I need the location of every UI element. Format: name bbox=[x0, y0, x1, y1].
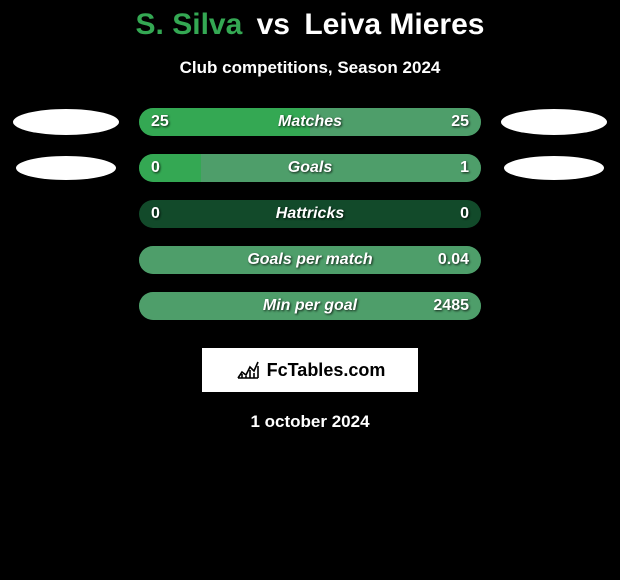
stat-row: Goals per match 0.04 bbox=[0, 246, 620, 274]
page-title: S. Silva vs Leiva Mieres bbox=[0, 8, 620, 42]
player2-oval bbox=[501, 109, 607, 135]
stat-value-right: 2485 bbox=[433, 297, 469, 315]
date-text: 1 october 2024 bbox=[0, 412, 620, 432]
stat-label: Matches bbox=[278, 113, 342, 131]
oval-slot-right bbox=[499, 109, 609, 135]
player1-oval bbox=[13, 109, 119, 135]
chart-icon bbox=[235, 360, 261, 380]
stat-label: Goals per match bbox=[247, 251, 372, 269]
stat-value-left: 25 bbox=[151, 113, 169, 131]
oval-slot-left bbox=[11, 109, 121, 135]
stat-value-right: 25 bbox=[451, 113, 469, 131]
stat-value-left: 0 bbox=[151, 159, 160, 177]
player1-oval bbox=[16, 156, 116, 180]
vs-text: vs bbox=[257, 8, 290, 41]
stat-value-right: 0.04 bbox=[438, 251, 469, 269]
bar-fill-right bbox=[201, 154, 481, 182]
logo-text: FcTables.com bbox=[267, 360, 386, 381]
oval-slot-right bbox=[499, 156, 609, 180]
stat-label: Min per goal bbox=[263, 297, 357, 315]
stat-value-right: 0 bbox=[460, 205, 469, 223]
stat-bar: Min per goal 2485 bbox=[139, 292, 481, 320]
stat-row: Min per goal 2485 bbox=[0, 292, 620, 320]
stat-rows: 25 Matches 25 0 Goals 1 0 Hattricks 0 Goals per m… bbox=[0, 108, 620, 320]
stat-row: 0 Hattricks 0 bbox=[0, 200, 620, 228]
player1-name: S. Silva bbox=[136, 8, 243, 41]
stat-row: 25 Matches 25 bbox=[0, 108, 620, 136]
stat-bar: Goals per match 0.04 bbox=[139, 246, 481, 274]
stat-bar: 25 Matches 25 bbox=[139, 108, 481, 136]
subtitle: Club competitions, Season 2024 bbox=[0, 58, 620, 78]
bar-fill-left bbox=[139, 154, 201, 182]
oval-slot-left bbox=[11, 156, 121, 180]
stat-bar: 0 Hattricks 0 bbox=[139, 200, 481, 228]
comparison-infographic: S. Silva vs Leiva Mieres Club competitio… bbox=[0, 0, 620, 432]
stat-label: Goals bbox=[288, 159, 332, 177]
player2-oval bbox=[504, 156, 604, 180]
stat-bar: 0 Goals 1 bbox=[139, 154, 481, 182]
stat-value-right: 1 bbox=[460, 159, 469, 177]
player2-name: Leiva Mieres bbox=[304, 8, 484, 41]
logo-box: FcTables.com bbox=[202, 348, 418, 392]
stat-value-left: 0 bbox=[151, 205, 160, 223]
stat-label: Hattricks bbox=[276, 205, 344, 223]
stat-row: 0 Goals 1 bbox=[0, 154, 620, 182]
